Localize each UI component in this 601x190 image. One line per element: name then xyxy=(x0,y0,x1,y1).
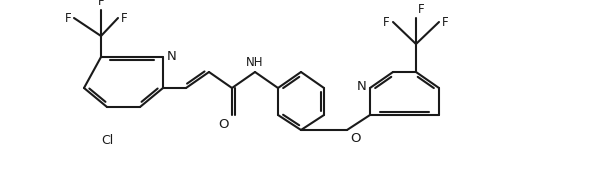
Text: F: F xyxy=(442,16,448,28)
Text: NH: NH xyxy=(246,56,264,69)
Text: Cl: Cl xyxy=(101,134,113,147)
Text: F: F xyxy=(121,12,127,25)
Text: F: F xyxy=(64,12,71,25)
Text: F: F xyxy=(98,0,105,8)
Text: O: O xyxy=(219,118,229,131)
Text: N: N xyxy=(356,79,366,93)
Text: N: N xyxy=(167,51,177,63)
Text: F: F xyxy=(383,16,390,28)
Text: O: O xyxy=(350,132,361,145)
Text: F: F xyxy=(418,3,425,16)
